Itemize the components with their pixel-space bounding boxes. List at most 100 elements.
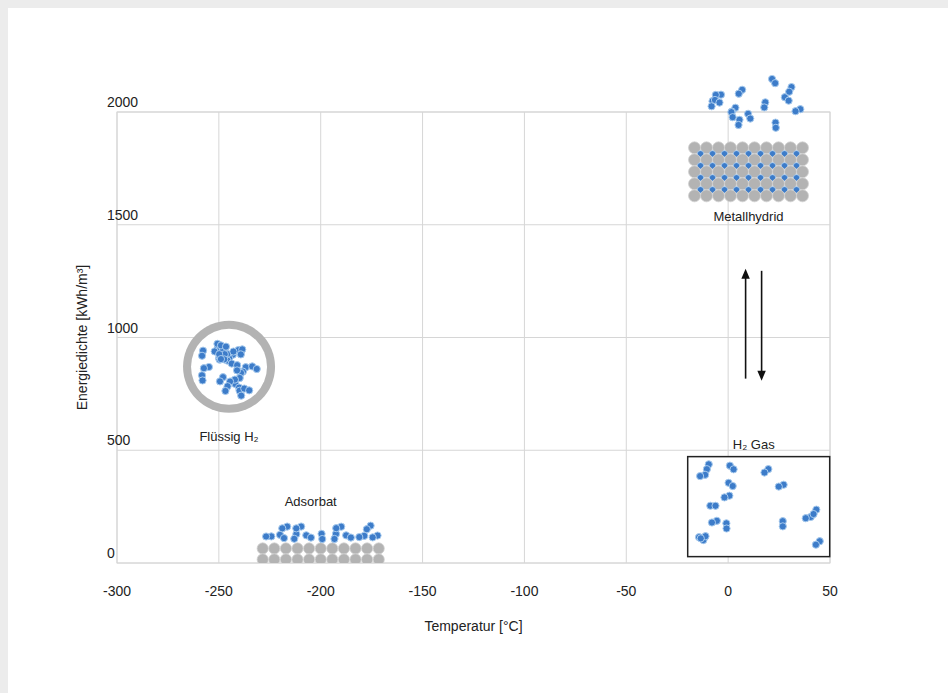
tank-wall bbox=[183, 321, 275, 413]
x-tick-label: 0 bbox=[724, 583, 732, 599]
molecule-atom bbox=[280, 535, 287, 542]
host-atom bbox=[749, 190, 761, 202]
grid-line-y bbox=[117, 224, 830, 225]
host-atom bbox=[773, 190, 785, 202]
host-atom bbox=[280, 543, 291, 554]
y-tick-label: 0 bbox=[107, 545, 115, 561]
molecule-atom bbox=[222, 387, 229, 394]
arrow-up bbox=[745, 277, 747, 379]
host-atom bbox=[701, 190, 713, 202]
marker-tank bbox=[183, 321, 275, 413]
molecule-atom bbox=[222, 343, 229, 350]
host-atom bbox=[350, 554, 361, 563]
host-atom bbox=[269, 543, 280, 554]
x-tick-label: -300 bbox=[103, 583, 131, 599]
molecule-atom bbox=[712, 502, 719, 509]
tank-inside bbox=[191, 329, 267, 405]
y-tick-label: 1500 bbox=[107, 207, 138, 223]
molecule-atom bbox=[802, 515, 809, 522]
grid-line-x bbox=[626, 112, 627, 563]
grid bbox=[117, 112, 830, 563]
host-atom bbox=[292, 543, 303, 554]
grid-line-x bbox=[524, 112, 525, 563]
molecule-atom bbox=[730, 466, 737, 473]
molecule-atom bbox=[199, 377, 206, 384]
host-atom bbox=[373, 554, 384, 563]
molecule-atom bbox=[735, 121, 742, 128]
marker-layer bbox=[257, 522, 384, 563]
mark-label: Metallhydrid bbox=[713, 209, 783, 224]
molecule-atom bbox=[761, 104, 768, 111]
host-atom bbox=[737, 190, 749, 202]
molecule-atom bbox=[246, 387, 253, 394]
host-atom bbox=[785, 190, 797, 202]
host-atom bbox=[713, 190, 725, 202]
molecule-atom bbox=[200, 365, 207, 372]
molecule-atom bbox=[735, 90, 742, 97]
molecule-atom bbox=[708, 519, 715, 526]
molecule-atom bbox=[216, 378, 223, 385]
molecule-atom bbox=[237, 351, 244, 358]
molecule-atom bbox=[356, 533, 363, 540]
host-atom bbox=[327, 543, 338, 554]
y-tick-label: 2000 bbox=[107, 94, 138, 110]
x-tick-label: -150 bbox=[409, 583, 437, 599]
marker-box bbox=[688, 457, 830, 557]
molecule-atom bbox=[230, 348, 237, 355]
grid-line-x bbox=[422, 112, 423, 563]
molecule-atom bbox=[233, 367, 240, 374]
molecule-atom bbox=[291, 535, 298, 542]
molecule-atom bbox=[697, 473, 704, 480]
host-atom bbox=[327, 554, 338, 563]
host-atom bbox=[257, 543, 268, 554]
host-atom bbox=[689, 190, 701, 202]
host-atom bbox=[315, 543, 326, 554]
host-atom bbox=[257, 554, 268, 563]
molecule-atom bbox=[333, 525, 340, 532]
molecule-atom bbox=[761, 469, 768, 476]
y-tick-label: 500 bbox=[107, 432, 131, 448]
mark-label: Flüssig H₂ bbox=[199, 429, 258, 444]
molecule-atom bbox=[369, 534, 376, 541]
host-atom bbox=[304, 543, 315, 554]
x-tick-label: 50 bbox=[822, 583, 838, 599]
molecule-atom bbox=[812, 541, 819, 548]
molecule-atom bbox=[697, 535, 704, 542]
molecule-atom bbox=[198, 352, 205, 359]
x-axis-title: Temperatur [°C] bbox=[424, 618, 522, 634]
host-atom bbox=[350, 543, 361, 554]
molecule-atom bbox=[729, 482, 736, 489]
molecule-atom bbox=[775, 483, 782, 490]
x-tick-label: -250 bbox=[205, 583, 233, 599]
plot-frame bbox=[117, 112, 830, 563]
host-atom bbox=[304, 554, 315, 563]
background bbox=[8, 8, 948, 693]
host-atom bbox=[280, 554, 291, 563]
molecule-atom bbox=[253, 365, 260, 372]
host-atom bbox=[315, 554, 326, 563]
molecule-atom bbox=[772, 124, 779, 131]
molecule-atom bbox=[331, 535, 338, 542]
molecule-atom bbox=[263, 533, 270, 540]
host-atom bbox=[761, 190, 773, 202]
chart: 0500100015002000-300-250-200-150-100-500… bbox=[0, 0, 948, 693]
molecule-atom bbox=[217, 356, 224, 363]
arrow-head bbox=[759, 372, 765, 379]
molecule-atom bbox=[363, 526, 370, 533]
host-atom bbox=[269, 554, 280, 563]
host-atom bbox=[362, 554, 373, 563]
gas-box bbox=[688, 457, 830, 557]
molecule-atom bbox=[347, 534, 354, 541]
marks bbox=[183, 75, 830, 563]
mark-label: Adsorbat bbox=[285, 494, 337, 509]
host-atom bbox=[797, 190, 809, 202]
molecule-atom bbox=[307, 534, 314, 541]
x-tick-label: -100 bbox=[510, 583, 538, 599]
molecule-atom bbox=[716, 99, 723, 106]
host-atom bbox=[338, 554, 349, 563]
molecule-atom bbox=[772, 80, 779, 87]
grid-line-y bbox=[117, 450, 830, 451]
molecule-atom bbox=[238, 392, 245, 399]
molecule-atom bbox=[792, 108, 799, 115]
molecule-atom bbox=[779, 523, 786, 530]
